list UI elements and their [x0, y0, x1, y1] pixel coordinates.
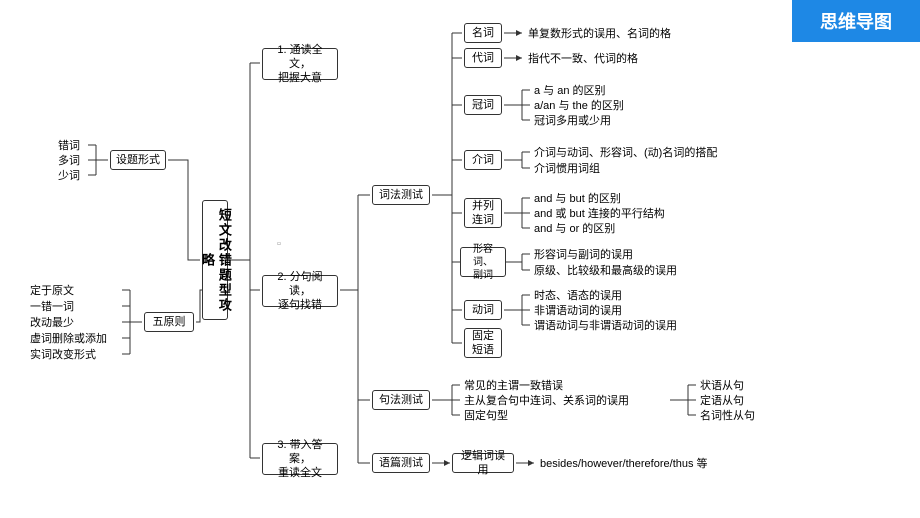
adj-item: 形容词与副词的误用: [534, 247, 633, 264]
art-box: 冠词: [464, 95, 502, 115]
syntax-item: 固定句型: [464, 408, 508, 425]
rules-box: 五原则: [144, 312, 194, 332]
prep-item: 介词惯用词组: [534, 161, 600, 178]
syntax-test-box: 句法测试: [372, 390, 430, 410]
prep-box: 介词: [464, 150, 502, 170]
clause-item: 名词性从句: [700, 408, 755, 425]
step1-box: 1. 通读全文， 把握大意: [262, 48, 338, 80]
decorative-dot: ▫: [277, 238, 281, 250]
rule-item: 一错一词: [30, 299, 74, 316]
root-box: 短文改错题型攻略: [202, 200, 228, 320]
logic-box: 逻辑词误用: [452, 453, 514, 473]
rule-item: 改动最少: [30, 315, 74, 332]
pron-box: 代词: [464, 48, 502, 68]
word-test-box: 词法测试: [372, 185, 430, 205]
fixed-box: 固定 短语: [464, 328, 502, 358]
conj-item: and 与 or 的区别: [534, 221, 615, 238]
verb-item: 谓语动词与非谓语动词的误用: [534, 318, 677, 335]
discourse-test-box: 语篇测试: [372, 453, 430, 473]
rule-item: 虚词删除或添加: [30, 331, 107, 348]
prep-item: 介词与动词、形容词、(动)名词的搭配: [534, 145, 717, 162]
noun-detail: 单复数形式的误用、名词的格: [528, 26, 671, 43]
rule-item: 实词改变形式: [30, 347, 96, 364]
adj-box: 形容词、 副词: [460, 247, 506, 277]
step2-box: 2. 分句阅读， 逐句找错: [262, 275, 338, 307]
discourse-examples: besides/however/therefore/thus 等: [540, 456, 708, 473]
conj-box: 并列 连词: [464, 198, 502, 228]
form-box: 设题形式: [110, 150, 166, 170]
pron-detail: 指代不一致、代词的格: [528, 51, 638, 68]
rule-item: 定于原文: [30, 283, 74, 300]
verb-box: 动词: [464, 300, 502, 320]
art-item: 冠词多用或少用: [534, 113, 611, 130]
form-item: 少词: [58, 168, 80, 185]
noun-box: 名词: [464, 23, 502, 43]
step3-box: 3. 带入答案， 重读全文: [262, 443, 338, 475]
adj-item: 原级、比较级和最高级的误用: [534, 263, 677, 280]
